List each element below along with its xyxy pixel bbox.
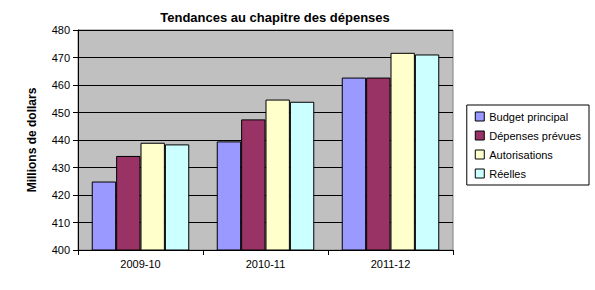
svg-text:Autorisations: Autorisations: [489, 149, 553, 161]
svg-text:410: 410: [52, 217, 70, 229]
svg-text:Tendances au chapitre des dépe: Tendances au chapitre des dépenses: [160, 10, 390, 25]
svg-text:2010-11: 2010-11: [246, 258, 286, 270]
svg-text:430: 430: [52, 162, 70, 174]
svg-text:400: 400: [52, 244, 70, 256]
svg-text:480: 480: [52, 24, 70, 36]
svg-text:2009-10: 2009-10: [120, 258, 160, 270]
svg-text:Millions de dollars: Millions de dollars: [25, 87, 39, 192]
svg-text:460: 460: [52, 79, 70, 91]
svg-text:Dépenses prévues: Dépenses prévues: [489, 130, 581, 142]
svg-text:Réelles: Réelles: [489, 168, 526, 180]
svg-text:420: 420: [52, 189, 70, 201]
svg-text:2011-12: 2011-12: [371, 258, 411, 270]
svg-text:470: 470: [52, 52, 70, 64]
svg-text:Budget principal: Budget principal: [489, 111, 568, 123]
svg-text:440: 440: [52, 134, 70, 146]
svg-text:450: 450: [52, 107, 70, 119]
